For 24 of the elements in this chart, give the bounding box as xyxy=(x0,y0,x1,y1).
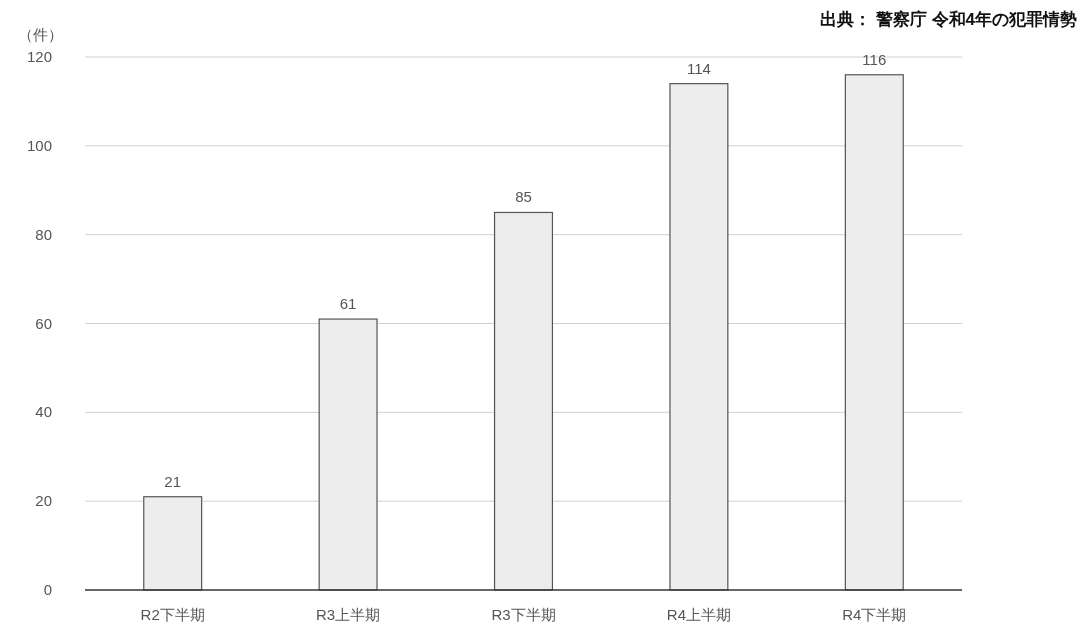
data-label: 85 xyxy=(515,188,532,206)
y-tick-label: 80 xyxy=(35,225,52,243)
y-tick-label: 60 xyxy=(35,314,52,332)
x-tick-label: R2下半期 xyxy=(140,606,205,623)
y-tick-label: 40 xyxy=(35,403,52,421)
x-tick-label: R4下半期 xyxy=(842,606,907,623)
bar xyxy=(318,318,378,591)
y-tick-label: 20 xyxy=(35,492,52,510)
data-label: 61 xyxy=(339,295,357,313)
bar xyxy=(143,496,203,591)
x-tick-label: R3上半期 xyxy=(316,606,381,623)
data-label: 116 xyxy=(862,50,887,68)
bar xyxy=(669,83,729,591)
y-tick-label: 120 xyxy=(26,48,52,65)
x-tick-label: R4上半期 xyxy=(666,606,731,623)
data-label: 114 xyxy=(686,59,711,77)
y-axis-title: （件） xyxy=(18,26,63,43)
bar xyxy=(844,74,904,591)
y-tick-label: 0 xyxy=(43,581,52,598)
x-tick-label: R3下半期 xyxy=(491,606,556,623)
source-note: 出典： 警察庁 令和4年の犯罪情勢 xyxy=(820,10,1077,29)
y-tick-label: 100 xyxy=(26,136,52,154)
data-label: 21 xyxy=(164,472,182,490)
bar xyxy=(493,211,554,591)
